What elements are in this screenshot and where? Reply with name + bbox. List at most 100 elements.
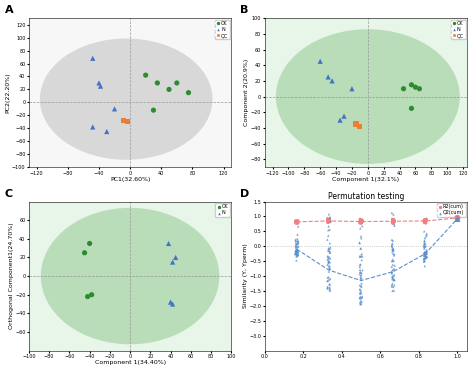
Point bbox=[358, 220, 365, 226]
Point bbox=[325, 260, 332, 266]
Point bbox=[390, 248, 397, 254]
Point bbox=[293, 219, 301, 225]
Point bbox=[325, 223, 332, 229]
Point bbox=[325, 248, 332, 254]
Point bbox=[325, 219, 333, 225]
Point bbox=[388, 283, 395, 289]
Point bbox=[326, 218, 333, 224]
Point bbox=[325, 274, 332, 280]
Point bbox=[389, 249, 396, 255]
Point bbox=[389, 247, 397, 253]
Point bbox=[391, 218, 398, 224]
Point bbox=[422, 219, 429, 224]
Point bbox=[389, 246, 397, 252]
Point bbox=[388, 218, 396, 224]
Point bbox=[388, 243, 396, 249]
Point bbox=[293, 249, 301, 255]
Point bbox=[292, 251, 299, 257]
Point bbox=[325, 247, 332, 253]
Point bbox=[169, 301, 176, 307]
Point bbox=[293, 219, 301, 225]
Point bbox=[293, 248, 301, 254]
Point bbox=[325, 220, 333, 226]
Point bbox=[293, 217, 301, 223]
Point bbox=[389, 219, 396, 224]
Point bbox=[326, 240, 334, 246]
Point bbox=[422, 218, 430, 224]
Point bbox=[389, 246, 396, 252]
Point bbox=[389, 240, 396, 246]
Point bbox=[97, 83, 104, 89]
Point bbox=[356, 300, 364, 306]
Point bbox=[326, 217, 333, 223]
Point bbox=[358, 218, 366, 224]
Point bbox=[326, 248, 333, 254]
Point bbox=[356, 262, 364, 268]
Point bbox=[390, 219, 398, 224]
Point bbox=[389, 273, 396, 279]
Point bbox=[293, 232, 301, 237]
Point bbox=[292, 219, 300, 224]
Point bbox=[388, 258, 396, 264]
Point bbox=[390, 219, 397, 225]
Point bbox=[292, 219, 300, 224]
Point bbox=[421, 217, 429, 223]
Point bbox=[420, 220, 428, 226]
Point bbox=[325, 233, 332, 239]
Point bbox=[420, 218, 428, 224]
Point bbox=[356, 216, 364, 222]
Point bbox=[420, 253, 428, 259]
Point bbox=[420, 216, 428, 222]
Point bbox=[388, 269, 396, 275]
Point bbox=[389, 275, 397, 281]
Point bbox=[324, 275, 331, 280]
Point bbox=[420, 217, 428, 223]
Point bbox=[154, 80, 161, 86]
Y-axis label: Similarity (Y, Yperm): Similarity (Y, Yperm) bbox=[243, 244, 248, 308]
Point bbox=[358, 294, 366, 300]
Point bbox=[294, 252, 302, 258]
Point bbox=[359, 267, 366, 273]
Point bbox=[356, 295, 364, 301]
Point bbox=[326, 281, 333, 287]
X-axis label: Component 1(32.1%): Component 1(32.1%) bbox=[332, 177, 400, 182]
Point bbox=[421, 241, 428, 247]
Point bbox=[358, 270, 365, 276]
Point bbox=[357, 298, 365, 303]
Ellipse shape bbox=[41, 39, 212, 159]
Point bbox=[294, 249, 302, 255]
Point bbox=[294, 219, 302, 225]
Point bbox=[420, 238, 428, 244]
Point bbox=[356, 254, 364, 260]
Point bbox=[422, 243, 429, 249]
Point bbox=[422, 220, 430, 226]
Point bbox=[165, 86, 173, 92]
Point bbox=[390, 219, 398, 225]
Point bbox=[326, 266, 334, 272]
Point bbox=[293, 236, 301, 242]
Point bbox=[357, 245, 365, 251]
Point bbox=[357, 218, 365, 224]
Ellipse shape bbox=[42, 209, 219, 344]
Point bbox=[390, 211, 397, 217]
Point bbox=[420, 250, 428, 256]
Point bbox=[356, 225, 364, 231]
Point bbox=[292, 249, 300, 255]
Point bbox=[423, 216, 430, 222]
Point bbox=[421, 217, 429, 223]
Point bbox=[389, 217, 397, 223]
Point bbox=[326, 217, 333, 223]
Point bbox=[356, 220, 364, 226]
Point bbox=[324, 284, 331, 290]
Point bbox=[294, 238, 302, 244]
Legend: CK, N, QC: CK, N, QC bbox=[451, 20, 465, 39]
Point bbox=[150, 107, 157, 113]
Point bbox=[391, 277, 398, 283]
Point bbox=[356, 239, 364, 245]
Point bbox=[293, 247, 301, 253]
Point bbox=[358, 219, 366, 224]
Point bbox=[422, 220, 430, 226]
Point bbox=[358, 217, 366, 223]
Point bbox=[324, 220, 331, 226]
Point bbox=[326, 219, 334, 225]
